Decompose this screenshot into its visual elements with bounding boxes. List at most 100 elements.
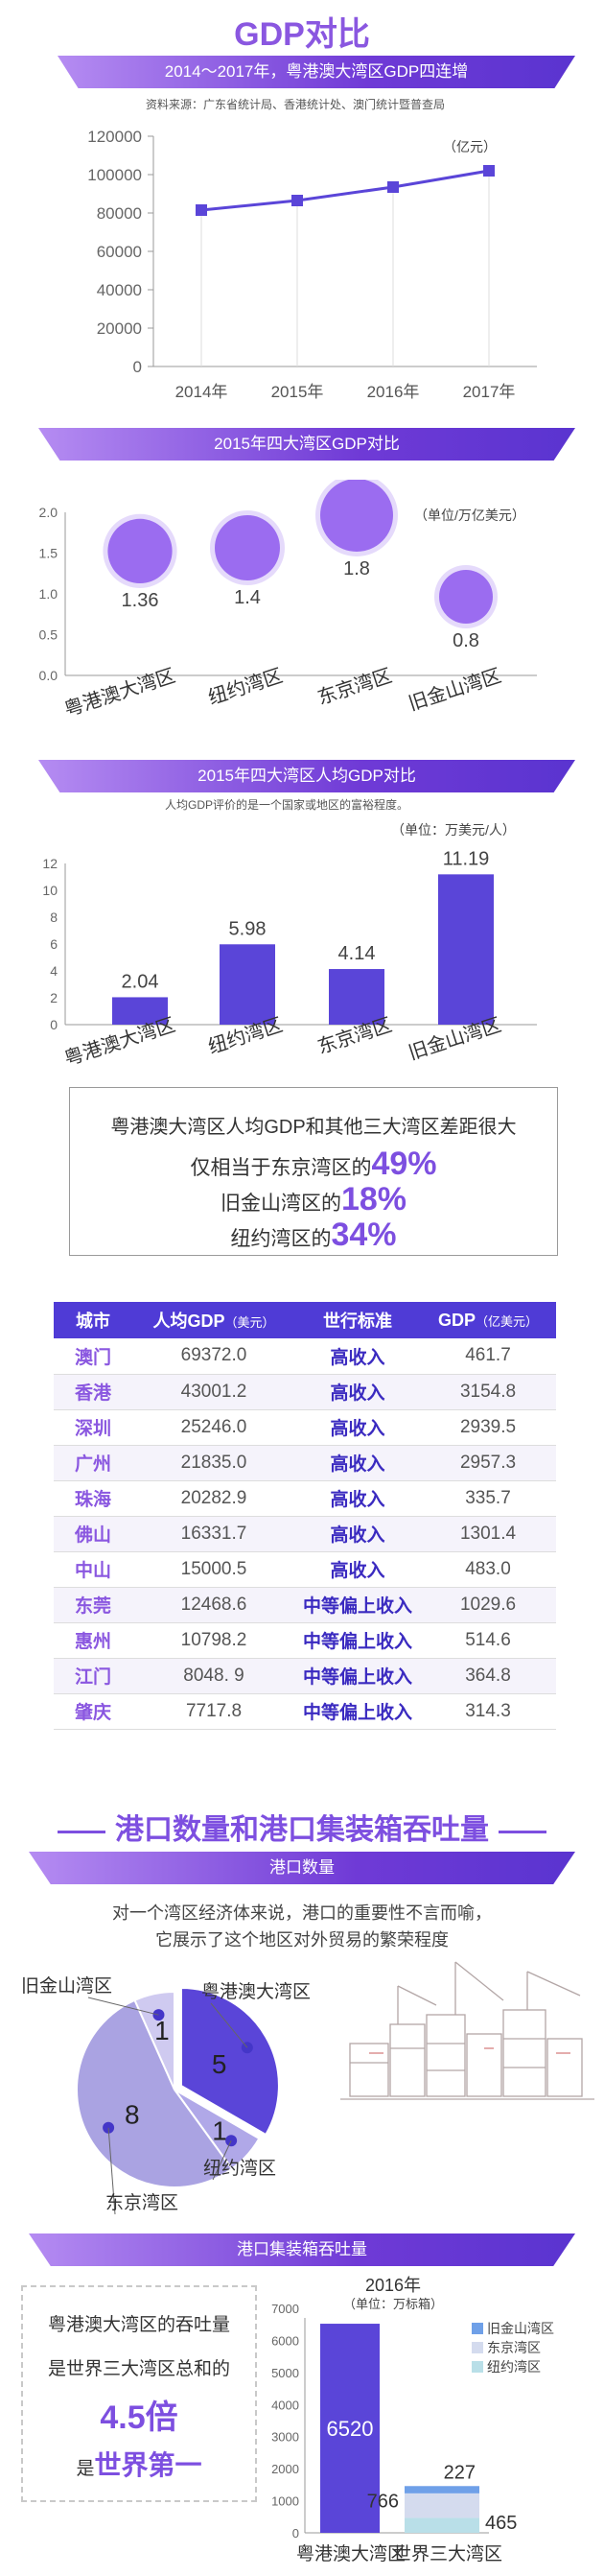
data-label: 0.8: [453, 630, 479, 651]
leader-line: [87, 1997, 159, 2016]
cell-city: 澳门: [54, 1338, 132, 1375]
cell-gdp: 314.3: [420, 1693, 556, 1730]
cell-gdp-per-capita: 8048. 9: [132, 1658, 295, 1694]
table-row: 香港 43001.2 高收入 3154.8: [54, 1374, 556, 1410]
y-tick-label: 120000: [87, 128, 142, 146]
series-line: [200, 169, 490, 212]
unit-label: （单位：万标箱）: [343, 2297, 443, 2311]
data-label: 1.8: [343, 558, 370, 579]
y-tick-label: 5000: [271, 2366, 299, 2380]
chart-title: 2016年: [365, 2276, 421, 2295]
gap-note-line2: 仅相当于东京湾区的49%: [190, 1146, 437, 1182]
cell-city: 广州: [54, 1445, 132, 1481]
bubble: [320, 480, 393, 552]
legend-label: 纽约湾区: [487, 2359, 541, 2375]
data-label: 11.19: [443, 848, 490, 869]
x-tick-label: 2017年: [463, 383, 516, 401]
y-tick-label: 60000: [97, 243, 142, 261]
y-tick-label: 3000: [271, 2430, 299, 2445]
x-tick-label: 2016年: [367, 383, 420, 401]
cell-city: 惠州: [54, 1622, 132, 1659]
data-label: 1.4: [234, 587, 261, 608]
cell-city: 东莞: [54, 1587, 132, 1623]
banner-gdp-growth: 2014～2017年，粤港澳大湾区GDP四连增: [58, 56, 575, 88]
bar: [438, 874, 494, 1025]
leader-line: [107, 2127, 116, 2215]
table-header-row: 城市 人均GDP（美元） 世行标准 GDP（亿美元）: [54, 1302, 556, 1338]
col-standard: 世行标准: [295, 1302, 420, 1338]
cell-gdp: 364.8: [420, 1658, 556, 1694]
table-row: 深圳 25246.0 高收入 2939.5: [54, 1409, 556, 1446]
slice-value-label: 5: [212, 2049, 227, 2079]
cell-gdp: 1029.6: [420, 1587, 556, 1623]
cell-city: 佛山: [54, 1516, 132, 1552]
x-tick-label: 纽约湾区: [205, 665, 285, 710]
bubble: [215, 515, 280, 580]
container-note-line1: 粤港澳大湾区的吞吐量: [47, 2315, 230, 2335]
pie-slice: [76, 1998, 234, 2188]
cell-standard: 中等偏上收入: [295, 1622, 420, 1659]
cell-gdp-per-capita: 16331.7: [132, 1516, 295, 1552]
data-label: 2.04: [122, 971, 159, 992]
y-tick-label: 4000: [271, 2398, 299, 2412]
y-tick-label: 8: [50, 910, 58, 925]
legend-swatch: [472, 2342, 483, 2353]
container-bar-chart: 2016年 （单位：万标箱） 0 1000 2000 3000 4000 5000 6000 70…: [271, 2276, 554, 2564]
y-tick-label: 1000: [271, 2494, 299, 2509]
bar: [112, 997, 168, 1025]
x-tick-label: 粤港澳大湾区: [296, 2543, 406, 2564]
x-tick-label: 粤港澳大湾区: [61, 665, 177, 721]
container-note-line4: 是世界第一: [76, 2450, 202, 2480]
y-tick-label: 6000: [271, 2333, 299, 2348]
cell-gdp-per-capita: 25246.0: [132, 1409, 295, 1446]
pie-slice: [179, 1986, 280, 2137]
cell-standard: 高收入: [295, 1374, 420, 1410]
table-row: 珠海 20282.9 高收入 335.7: [54, 1480, 556, 1517]
table-row: 澳门 69372.0 高收入 461.7: [54, 1338, 556, 1375]
cell-gdp-per-capita: 43001.2: [132, 1374, 295, 1410]
per-capita-bar-chart: 024681012（单位：万美元/人）2.04粤港澳大湾区5.98纽约湾区4.1…: [42, 822, 537, 1070]
table-row: 东莞 12468.6 中等偏上收入 1029.6: [54, 1587, 556, 1623]
cell-gdp-per-capita: 69372.0: [132, 1338, 295, 1375]
y-tick-label: 1.5: [39, 546, 58, 561]
slice-name-label: 旧金山湾区: [21, 1975, 112, 1997]
slice-value-label: 8: [125, 2100, 140, 2130]
unit-label: （单位/万亿美元）: [414, 508, 525, 523]
data-label: 5.98: [229, 918, 267, 939]
y-tick-label: 0.0: [39, 668, 58, 683]
cell-gdp: 483.0: [420, 1551, 556, 1588]
cell-standard: 高收入: [295, 1445, 420, 1481]
data-point: [483, 165, 495, 177]
banner-gdp-per-capita: 2015年四大湾区人均GDP对比: [38, 760, 575, 792]
cell-gdp-per-capita: 20282.9: [132, 1480, 295, 1517]
slice-value-label: 1: [212, 2115, 227, 2145]
container-note-line2: 是世界三大湾区总和的: [47, 2359, 230, 2379]
slice-name-label: 纽约湾区: [203, 2158, 276, 2179]
cell-standard: 高收入: [295, 1409, 420, 1446]
bubble: [107, 518, 173, 583]
data-label: 766: [367, 2492, 399, 2513]
gap-note-line3: 旧金山湾区的18%: [220, 1181, 407, 1217]
bar-tokyo: [405, 2493, 479, 2518]
data-label: 227: [444, 2462, 476, 2483]
banner-container-throughput: 港口集装箱吞吐量: [29, 2233, 575, 2266]
cell-gdp: 461.7: [420, 1338, 556, 1375]
city-gdp-table: 城市 人均GDP（美元） 世行标准 GDP（亿美元） 澳门 69372.0 高收入 4…: [54, 1302, 556, 1730]
x-tick-label: 2015年: [271, 383, 324, 401]
banner-gdp-2015: 2015年四大湾区GDP对比: [38, 428, 575, 461]
cell-gdp: 514.6: [420, 1622, 556, 1659]
y-tick-label: 4: [50, 963, 58, 979]
y-tick-label: 20000: [97, 319, 142, 338]
x-tick-label: 东京湾区: [314, 665, 394, 710]
x-tick-label: 2014年: [175, 383, 228, 401]
cell-city: 深圳: [54, 1409, 132, 1446]
y-tick-label: 12: [42, 856, 58, 871]
data-point: [387, 181, 399, 193]
y-tick-label: 2.0: [39, 505, 58, 520]
data-label: 1.36: [122, 590, 159, 611]
source-note: 资料来源：广东省统计局、香港统计处、澳门统计暨普查局: [146, 98, 446, 111]
col-gdp: GDP（亿美元）: [420, 1302, 556, 1338]
port-desc-line2: 它展示了这个地区对外贸易的繁荣程度: [155, 1930, 449, 1950]
page-title: GDP对比: [234, 16, 370, 53]
cell-gdp-per-capita: 15000.5: [132, 1551, 295, 1588]
